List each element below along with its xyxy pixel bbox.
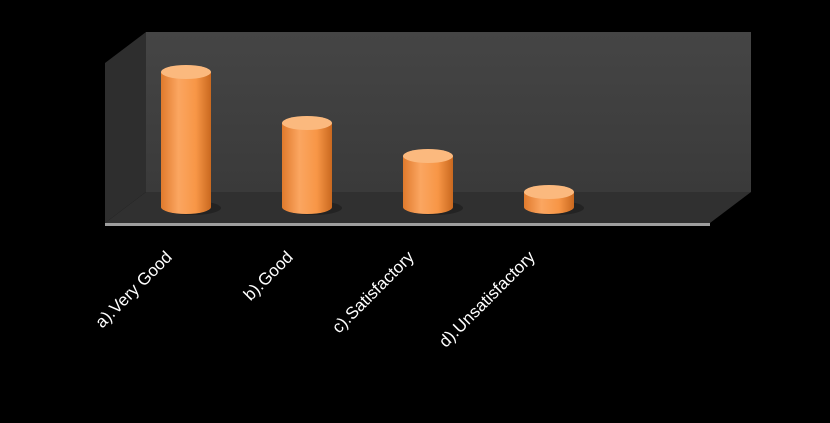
category-label: c).Satisfactory xyxy=(328,247,418,337)
category-labels: a).Very Good b).Good c).Satisfactory d).Uns… xyxy=(92,247,540,351)
bar-body xyxy=(403,156,453,214)
bar xyxy=(524,185,584,215)
bar xyxy=(282,116,342,215)
category-label: d).Unsatisfactory xyxy=(435,247,539,351)
bars-group xyxy=(161,65,584,215)
bar-top xyxy=(524,185,574,199)
bar-body xyxy=(161,72,211,214)
bar-top xyxy=(282,116,332,130)
bar-top xyxy=(403,149,453,163)
bar xyxy=(403,149,463,215)
category-label: b).Good xyxy=(240,247,297,304)
bar-top xyxy=(161,65,211,79)
category-label: a).Very Good xyxy=(92,247,176,331)
side-wall xyxy=(105,32,146,223)
floor-front-edge xyxy=(105,223,710,226)
bar xyxy=(161,65,221,215)
bar-body xyxy=(282,123,332,214)
